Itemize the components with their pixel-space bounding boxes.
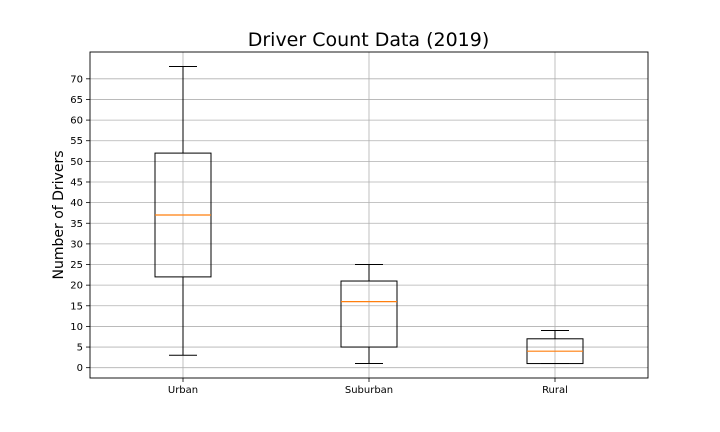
box-rural <box>526 330 584 365</box>
y-tick-label: 10 <box>70 322 83 333</box>
y-tick-label: 40 <box>70 198 83 209</box>
y-tick-label: 25 <box>70 260 83 271</box>
box-suburban <box>340 264 398 365</box>
box-urban <box>154 65 212 356</box>
y-tick-label: 30 <box>70 239 83 250</box>
box-series <box>154 65 584 365</box>
y-tick-label: 60 <box>70 116 83 127</box>
y-tick-label: 35 <box>70 219 83 230</box>
y-tick-label: 15 <box>70 301 83 312</box>
y-tick-label: 5 <box>77 343 83 354</box>
plot-frame <box>89 51 649 379</box>
x-tick-label: Suburban <box>345 385 393 396</box>
axis-ticks: 0 5 10 15 20 25 30 35 40 45 50 55 60 65 70 Urban Suburba… <box>70 74 568 396</box>
iqr-box <box>340 280 398 348</box>
y-tick-label: 65 <box>70 95 83 106</box>
y-tick-label: 50 <box>70 157 83 168</box>
x-tick-label: Urban <box>168 385 198 396</box>
y-tick-label: 0 <box>77 363 83 374</box>
chart-title: Driver Count Data (2019) <box>248 29 490 51</box>
y-tick-label: 20 <box>70 281 83 292</box>
x-tick-label: Rural <box>542 385 568 396</box>
y-axis-label: Number of Drivers <box>51 150 67 279</box>
y-tick-label: 70 <box>70 74 83 85</box>
y-tick-label: 55 <box>70 136 83 147</box>
y-tick-label: 45 <box>70 177 83 188</box>
